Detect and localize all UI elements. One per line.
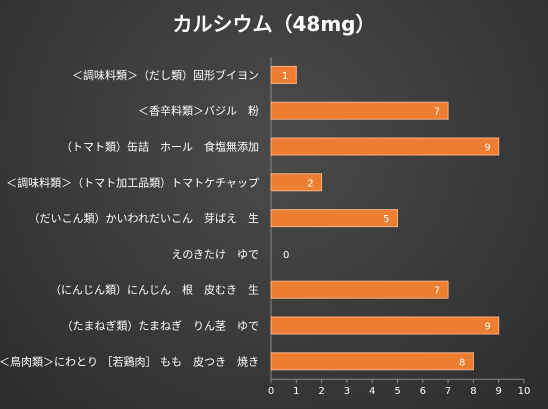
data-label: 0 (283, 250, 289, 261)
x-tick-label: 10 (518, 386, 531, 397)
category-label: えのきたけ ゆで (171, 248, 259, 261)
bar (270, 352, 474, 371)
bar (270, 137, 500, 156)
data-label: 7 (434, 286, 440, 297)
category-label: （にんじん類）にんじん 根 皮むき 生 (50, 283, 259, 297)
data-label: 9 (484, 143, 490, 154)
category-label: （だいこん類）かいわれだいこん 芽ばえ 生 (29, 211, 259, 225)
category-label: ＜鳥肉類＞にわとり ［若鶏肉］ もも 皮つき 焼き (0, 354, 259, 368)
bar (270, 280, 449, 299)
category-label: （たまねぎ類）たまねぎ りん茎 ゆで (62, 319, 259, 333)
x-tick-label: 8 (470, 386, 476, 397)
x-tick-label: 5 (394, 386, 400, 397)
data-label: 5 (383, 214, 389, 225)
category-label: （トマト類）缶詰 ホール 食塩無添加 (61, 140, 259, 154)
bar (270, 65, 297, 84)
category-label: ＜調味料類＞（トマト加工品類）トマトケチャップ (6, 175, 259, 189)
x-tick-label: 9 (496, 386, 502, 397)
data-label: 9 (484, 322, 490, 333)
category-label: ＜調味料類＞（だし類）固形ブイヨン (72, 68, 259, 82)
x-tick-label: 7 (445, 386, 451, 397)
bar (270, 316, 500, 335)
data-label: 7 (434, 107, 440, 118)
x-tick-label: 2 (318, 386, 324, 397)
data-label: 8 (459, 357, 465, 368)
x-tick-label: 6 (420, 386, 426, 397)
data-label: 1 (282, 71, 288, 82)
bar (270, 209, 398, 228)
category-label: ＜香辛料類＞バジル 粉 (138, 104, 259, 118)
x-tick-label: 4 (369, 386, 375, 397)
chart-title: カルシウム（48mg） (172, 12, 376, 36)
bar (270, 173, 323, 192)
data-label: 2 (307, 178, 313, 189)
x-tick-label: 1 (293, 386, 299, 397)
bar (270, 101, 449, 120)
x-tick-label: 3 (344, 386, 350, 397)
x-tick-label: 0 (268, 386, 274, 397)
